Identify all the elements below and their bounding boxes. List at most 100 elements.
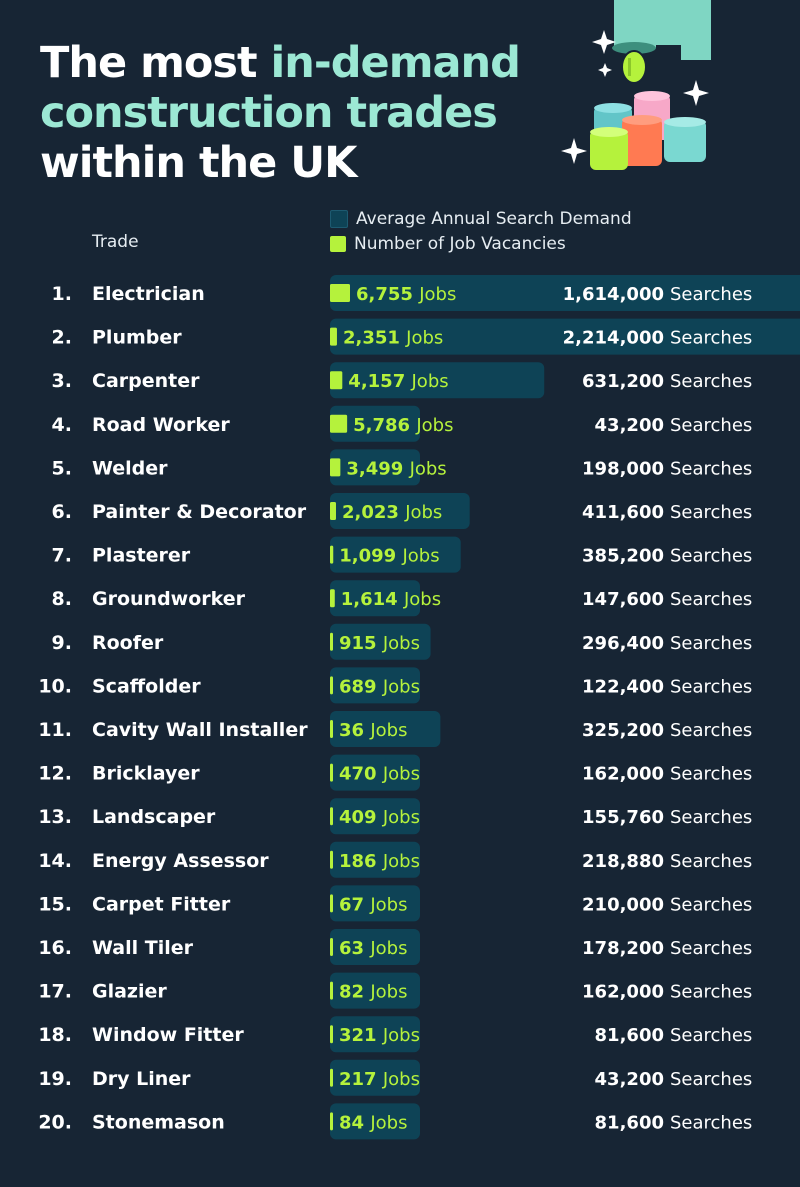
- searches-value-label: 43,200: [595, 415, 664, 436]
- searches-unit-label: Searches: [670, 982, 752, 1003]
- searches-unit-label: Searches: [670, 720, 752, 741]
- search-bar: [330, 798, 420, 835]
- rank-label: 18.: [38, 1024, 72, 1046]
- trade-label: Bricklayer: [92, 763, 200, 785]
- jobs-value-label: 84 Jobs: [339, 1112, 407, 1133]
- job-bar: [330, 371, 343, 390]
- search-bar: [330, 885, 420, 922]
- rank-label: 5.: [52, 457, 72, 479]
- searches-unit-label: Searches: [670, 938, 752, 959]
- jobs-value-label: 82 Jobs: [339, 982, 407, 1003]
- jobs-value-label: 3,499 Jobs: [346, 458, 446, 479]
- jobs-value-label: 5,786 Jobs: [353, 415, 453, 436]
- searches-value-label: 385,200: [582, 546, 664, 567]
- trade-label: Roofer: [92, 632, 164, 654]
- search-bar: [330, 318, 800, 355]
- rank-label: 16.: [38, 937, 72, 959]
- job-bar: [330, 632, 333, 651]
- search-bar: [330, 275, 800, 311]
- rank-label: 19.: [38, 1068, 72, 1090]
- rank-label: 17.: [38, 981, 72, 1003]
- legend-swatch-jobs: [330, 235, 346, 252]
- trade-label: Electrician: [92, 283, 205, 305]
- rank-label: 3.: [52, 370, 72, 392]
- jobs-value-label: 2,023 Jobs: [342, 502, 442, 523]
- trade-label: Plasterer: [92, 545, 191, 567]
- jobs-value-label: 63 Jobs: [339, 938, 407, 959]
- rank-label: 2.: [52, 327, 72, 349]
- jobs-value-label: 689 Jobs: [339, 676, 420, 697]
- searches-unit-label: Searches: [670, 894, 752, 915]
- search-bar: [330, 754, 420, 791]
- rank-label: 10.: [38, 675, 72, 697]
- jobs-value-label: 470 Jobs: [339, 764, 420, 785]
- coins-pipe-illustration: [561, 0, 711, 170]
- title-line2: construction trades: [40, 88, 498, 138]
- title-line3: within the UK: [40, 138, 357, 188]
- trade-label: Scaffolder: [92, 675, 201, 697]
- job-bar: [330, 720, 333, 738]
- trade-label: Window Fitter: [92, 1024, 244, 1046]
- trade-label: Landscaper: [92, 806, 216, 828]
- jobs-value-label: 1,614 Jobs: [341, 589, 441, 610]
- searches-value-label: 198,000: [582, 458, 664, 479]
- job-bar: [330, 763, 333, 782]
- searches-unit-label: Searches: [670, 764, 752, 785]
- job-bar: [330, 327, 337, 346]
- searches-unit-label: Searches: [670, 458, 752, 479]
- search-bar: [330, 536, 461, 573]
- legend-item-jobs: Number of Job Vacancies: [330, 231, 632, 256]
- trade-label: Energy Assessor: [92, 850, 269, 872]
- rank-label: 20.: [38, 1111, 72, 1133]
- legend-item-searches: Average Annual Search Demand: [330, 206, 632, 231]
- search-bar: [330, 1059, 420, 1096]
- searches-unit-label: Searches: [670, 284, 752, 305]
- searches-value-label: 218,880: [582, 851, 664, 872]
- trade-label: Welder: [92, 457, 168, 479]
- job-bar: [330, 284, 350, 302]
- searches-value-label: 162,000: [582, 764, 664, 785]
- searches-unit-label: Searches: [670, 1069, 752, 1090]
- legend: Average Annual Search Demand Number of J…: [330, 206, 632, 256]
- rank-label: 12.: [38, 763, 72, 785]
- searches-value-label: 178,200: [582, 938, 664, 959]
- job-bar: [330, 894, 333, 913]
- search-bar: [330, 667, 420, 704]
- searches-unit-label: Searches: [670, 851, 752, 872]
- jobs-value-label: 6,755 Jobs: [356, 284, 456, 305]
- page-title: The most in-demand construction trades w…: [40, 38, 521, 188]
- searches-value-label: 296,400: [582, 633, 664, 654]
- search-bar: [330, 623, 431, 660]
- jobs-value-label: 217 Jobs: [339, 1069, 420, 1090]
- jobs-value-label: 186 Jobs: [339, 851, 420, 872]
- jobs-value-label: 67 Jobs: [339, 894, 407, 915]
- job-bar: [330, 850, 333, 869]
- jobs-value-label: 2,351 Jobs: [343, 328, 443, 349]
- trade-label: Groundworker: [92, 588, 246, 610]
- legend-label-jobs: Number of Job Vacancies: [354, 233, 566, 254]
- job-bar: [330, 676, 333, 695]
- legend-label-searches: Average Annual Search Demand: [356, 208, 632, 229]
- job-bar: [330, 981, 333, 1000]
- search-bar: [330, 580, 420, 617]
- searches-value-label: 210,000: [582, 894, 664, 915]
- job-bar: [330, 458, 341, 477]
- job-bar: [330, 502, 336, 520]
- search-bar: [330, 362, 545, 399]
- trade-label: Carpet Fitter: [92, 893, 231, 915]
- searches-unit-label: Searches: [670, 589, 752, 610]
- searches-value-label: 162,000: [582, 982, 664, 1003]
- rank-label: 13.: [38, 806, 72, 828]
- rank-label: 1.: [52, 283, 72, 305]
- searches-value-label: 1,614,000: [563, 284, 664, 305]
- jobs-value-label: 1,099 Jobs: [339, 546, 439, 567]
- searches-unit-label: Searches: [670, 676, 752, 697]
- searches-value-label: 155,760: [582, 807, 664, 828]
- searches-unit-label: Searches: [670, 1025, 752, 1046]
- jobs-value-label: 36 Jobs: [339, 720, 407, 741]
- jobs-value-label: 915 Jobs: [339, 633, 420, 654]
- job-bar: [330, 414, 348, 433]
- searches-unit-label: Searches: [670, 633, 752, 654]
- searches-value-label: 81,600: [595, 1025, 664, 1046]
- searches-value-label: 43,200: [595, 1069, 664, 1090]
